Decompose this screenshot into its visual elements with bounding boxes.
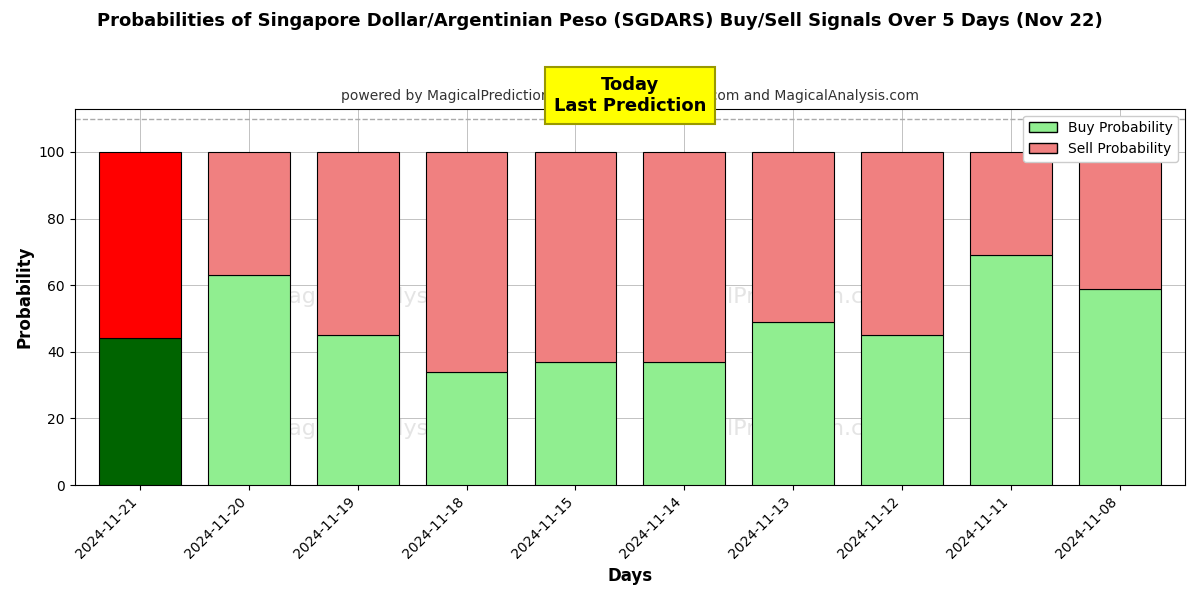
Bar [970,255,1051,485]
Text: Today
Last Prediction: Today Last Prediction [553,76,706,115]
Bar [643,152,725,362]
X-axis label: Days: Days [607,567,653,585]
Bar [426,372,508,485]
Bar [1079,289,1160,485]
Bar [862,335,943,485]
Text: MagicalAnalysis.com: MagicalAnalysis.com [270,419,502,439]
Title: powered by MagicalPrediction.com and Predict-Price.com and MagicalAnalysis.com: powered by MagicalPrediction.com and Pre… [341,89,919,103]
Bar [643,362,725,485]
Bar [100,338,181,485]
Bar [1079,152,1160,289]
Bar [970,152,1051,255]
Bar [208,152,289,275]
Bar [752,322,834,485]
Bar [534,362,617,485]
Bar [317,152,398,335]
Bar [100,152,181,338]
Text: MagicalAnalysis.com: MagicalAnalysis.com [270,287,502,307]
Y-axis label: Probability: Probability [16,245,34,348]
Bar [208,275,289,485]
Text: MagicalPrediction.com: MagicalPrediction.com [649,287,900,307]
Bar [752,152,834,322]
Bar [862,152,943,335]
Bar [426,152,508,372]
Legend: Buy Probability, Sell Probability: Buy Probability, Sell Probability [1024,116,1178,161]
Text: Probabilities of Singapore Dollar/Argentinian Peso (SGDARS) Buy/Sell Signals Ove: Probabilities of Singapore Dollar/Argent… [97,12,1103,30]
Text: MagicalPrediction.com: MagicalPrediction.com [649,419,900,439]
Bar [534,152,617,362]
Bar [317,335,398,485]
